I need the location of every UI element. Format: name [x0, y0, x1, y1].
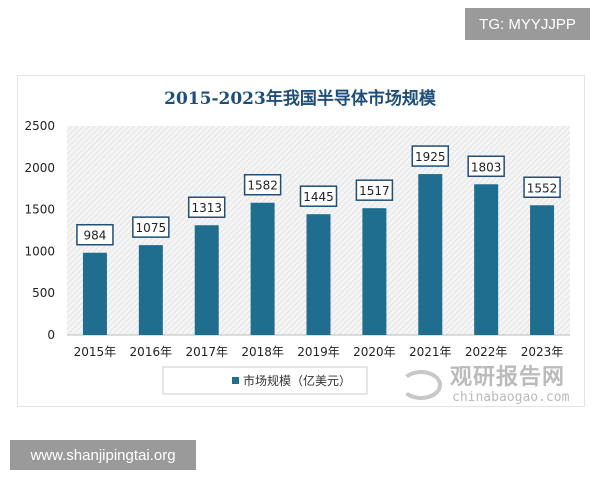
x-tick-label: 2021年: [409, 345, 452, 359]
data-label: 1313: [191, 201, 222, 215]
data-label: 1075: [136, 221, 167, 235]
data-label: 1925: [415, 150, 446, 164]
y-tick-label: 1000: [24, 244, 55, 258]
y-tick-label: 2000: [24, 161, 55, 175]
data-label-box: [467, 155, 505, 178]
bar: [474, 184, 499, 335]
bar: [362, 208, 387, 335]
data-label: 984: [83, 229, 106, 243]
y-tick-label: 500: [32, 286, 55, 300]
brand-cn: 观研报告网: [450, 365, 566, 390]
bar: [530, 205, 555, 335]
data-label-box: [355, 179, 394, 201]
legend-swatch: [232, 377, 239, 384]
data-label: 1582: [247, 179, 278, 193]
y-tick-label: 0: [47, 328, 55, 342]
data-label-box: [76, 223, 114, 246]
x-tick-label: 2015年: [74, 345, 117, 359]
bar: [82, 252, 107, 335]
x-tick-label: 2022年: [465, 345, 508, 359]
data-label-box: [187, 196, 226, 218]
data-label-box: [243, 173, 282, 196]
data-label-box: [299, 185, 338, 207]
bar: [418, 174, 443, 335]
y-tick-label: 1500: [24, 203, 55, 217]
data-label: 1517: [359, 184, 390, 198]
y-tick-label: 2500: [24, 119, 55, 133]
x-tick-label: 2019年: [297, 345, 340, 359]
brand-logo-icon: [400, 370, 442, 400]
data-label: 1552: [527, 181, 558, 195]
bar: [306, 214, 331, 335]
brand-en: chinabaogao.com: [452, 390, 570, 405]
bar: [138, 245, 163, 335]
chart-title: 2015-2023年我国半导体市场规模: [164, 88, 437, 109]
site-watermark: www.shanjipingtai.org: [10, 440, 196, 470]
x-tick-label: 2018年: [241, 345, 284, 359]
x-tick-label: 2023年: [521, 345, 564, 359]
x-tick-label: 2020年: [353, 345, 396, 359]
data-label: 1803: [471, 160, 502, 174]
data-label: 1445: [303, 190, 334, 204]
x-tick-label: 2016年: [130, 345, 173, 359]
data-label-box: [132, 216, 170, 238]
legend: [162, 366, 368, 395]
data-label-box: [411, 145, 450, 167]
bar: [194, 225, 219, 335]
brand-watermark: 观研报告网 chinabaogao.com: [400, 366, 569, 405]
telegram-watermark: TG: MYYJJPP: [465, 8, 590, 40]
legend-label: 市场规模（亿美元）: [243, 373, 351, 388]
bar: [250, 202, 275, 335]
data-label-box: [523, 176, 561, 199]
x-tick-label: 2017年: [185, 345, 228, 359]
